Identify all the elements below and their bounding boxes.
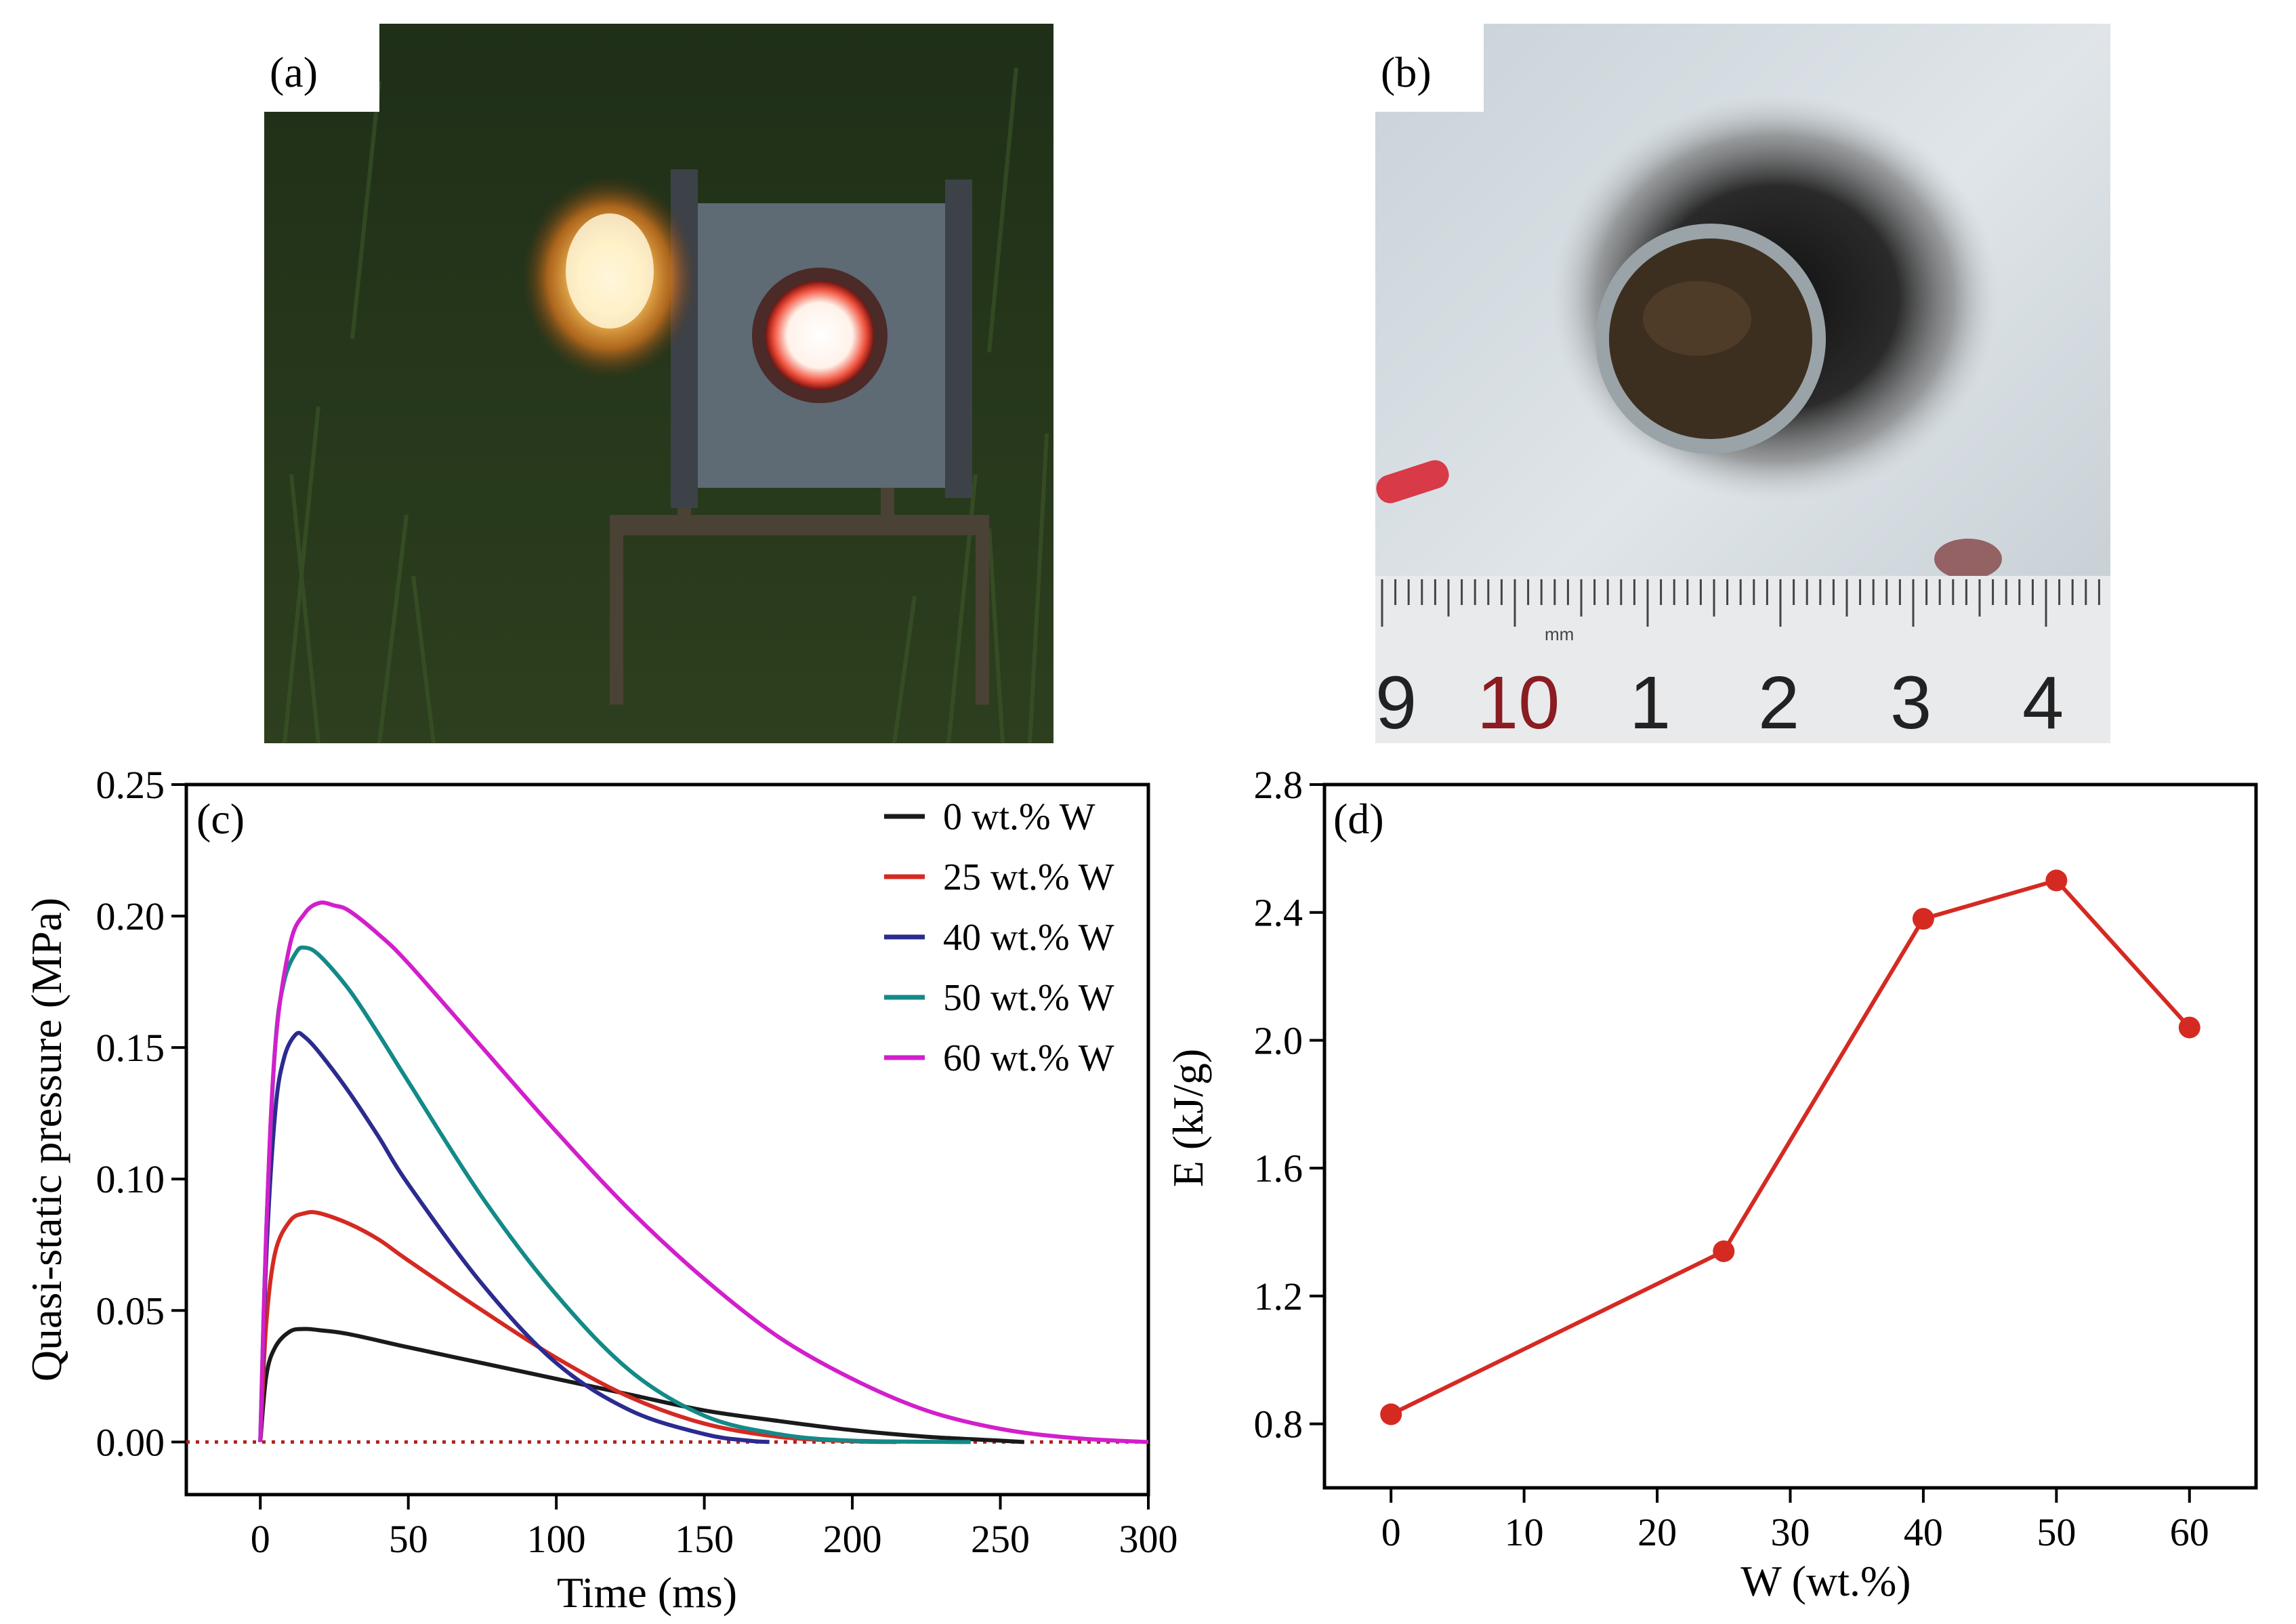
panel-label-d: (d) (1333, 795, 1384, 843)
chart-d-ytick-label: 2.8 (1254, 763, 1303, 807)
chart-d-ytick-label: 1.2 (1254, 1274, 1303, 1318)
chart-c-xtick-label: 100 (527, 1517, 586, 1561)
chart-c-frame (184, 783, 1150, 1497)
chart-c-xtick-label: 50 (389, 1517, 428, 1561)
photo-b: mm 9 10 1 2 3 4 (b) (1375, 24, 2110, 745)
chart-c-xtick-label: 150 (675, 1517, 734, 1561)
chart-c: 0 50 100 150 200 250 300 0.00 0.05 0.10 0.15 0.20 0.… (22, 763, 1178, 1617)
ruler-num-2: 2 (1758, 661, 1799, 745)
glowing-port (766, 281, 874, 390)
chart-c-ytick-label: 0.10 (96, 1157, 165, 1201)
panel-label-c: (c) (196, 795, 245, 843)
chart-c-ticks: 0 50 100 150 200 250 300 0.00 0.05 0.10 0.15 0.20 0.… (96, 763, 1178, 1561)
chart-d-xtick-label: 20 (1637, 1510, 1677, 1554)
series-line-40-wt-w (258, 1030, 770, 1444)
chart-c-xtick-label: 300 (1119, 1517, 1178, 1561)
chart-d-xlabel: W (wt.%) (1740, 1557, 1911, 1605)
legend-label: 0 wt.% W (943, 796, 1095, 838)
chart-d-xtick-label: 30 (1771, 1510, 1810, 1554)
ruler-numbers: 9 10 1 2 3 4 (1375, 661, 2064, 745)
chamber-flange-right (945, 180, 972, 498)
chart-c-ylabel: Quasi-static pressure (MPa) (22, 898, 70, 1381)
chart-d-xtick-label: 10 (1505, 1510, 1544, 1554)
data-point (2178, 1016, 2200, 1039)
chart-c-ytick-label: 0.25 (96, 763, 165, 807)
label-box-a (264, 24, 379, 112)
chart-c-xtick-label: 200 (823, 1517, 882, 1561)
data-point (1912, 908, 1934, 930)
series-line-25-wt-w (258, 1209, 897, 1444)
series-line-0-wt-w (258, 1327, 1024, 1444)
legend-label: 40 wt.% W (943, 917, 1114, 959)
data-point (1380, 1403, 1402, 1425)
ruler-num-4: 4 (2022, 661, 2064, 745)
chart-d-xtick-label: 50 (2037, 1510, 2076, 1554)
chart-d-xtick-label: 0 (1381, 1510, 1401, 1554)
legend-label: 60 wt.% W (943, 1037, 1114, 1079)
chart-c-ytick-label: 0.20 (96, 894, 165, 938)
chart-c-ytick-label: 0.15 (96, 1026, 165, 1070)
chart-c-series (258, 900, 1149, 1444)
chart-d-ytick-label: 0.8 (1254, 1402, 1303, 1446)
red-marker (1376, 460, 1449, 503)
chart-d-ytick-label: 2.4 (1254, 891, 1303, 935)
chart-d-ytick-label: 1.6 (1254, 1146, 1303, 1190)
chart-c-xtick-label: 0 (251, 1517, 270, 1561)
ruler-num-3: 3 (1890, 661, 1932, 745)
series-line-60-wt-w (258, 900, 1149, 1444)
data-point (1713, 1240, 1735, 1262)
chart-c-ytick-label: 0.00 (96, 1420, 165, 1464)
data-point (2045, 869, 2068, 892)
chart-d-series (1380, 869, 2200, 1425)
panel-label-a: (a) (270, 48, 318, 96)
hole-texture (1643, 281, 1751, 356)
chart-d-frame (1322, 783, 2258, 1490)
legend-label: 25 wt.% W (943, 856, 1114, 898)
ruler-unit: mm (1545, 624, 1574, 644)
fireball-core (566, 213, 654, 329)
chart-c-ytick-label: 0.05 (96, 1289, 165, 1333)
ruler (1375, 576, 2110, 743)
residue-spot (1934, 539, 2002, 579)
chart-d-ytick-label: 2.0 (1254, 1018, 1303, 1062)
energy-line (1390, 878, 2192, 1417)
ruler-num-9: 9 (1375, 661, 1417, 745)
ruler-num-10: 10 (1477, 661, 1560, 745)
ruler-ticks (1381, 579, 2100, 627)
ruler-num-1: 1 (1629, 661, 1671, 745)
chart-d: 0 10 20 30 40 50 60 0.8 1.2 1.6 2.0 2.4 2.8 (d) W (w… (1164, 763, 2258, 1605)
chart-c-xlabel: Time (ms) (557, 1568, 737, 1617)
label-box-b (1375, 24, 1484, 112)
grass-blades (283, 67, 1049, 744)
chart-d-ylabel: E (kJ/g) (1164, 1049, 1212, 1187)
photo-a: (a) (264, 24, 1053, 744)
legend-label: 50 wt.% W (943, 977, 1114, 1019)
chart-c-legend: 0 wt.% W 25 wt.% W 40 wt.% W 50 wt.% W 60 wt… (884, 796, 1114, 1079)
chart-d-xtick-label: 40 (1904, 1510, 1943, 1554)
panel-label-b: (b) (1381, 48, 1432, 96)
chart-c-xtick-label: 250 (971, 1517, 1030, 1561)
chart-d-xtick-label: 60 (2170, 1510, 2209, 1554)
chart-d-ticks: 0 10 20 30 40 50 60 0.8 1.2 1.6 2.0 2.4 2.8 (1254, 763, 2209, 1554)
